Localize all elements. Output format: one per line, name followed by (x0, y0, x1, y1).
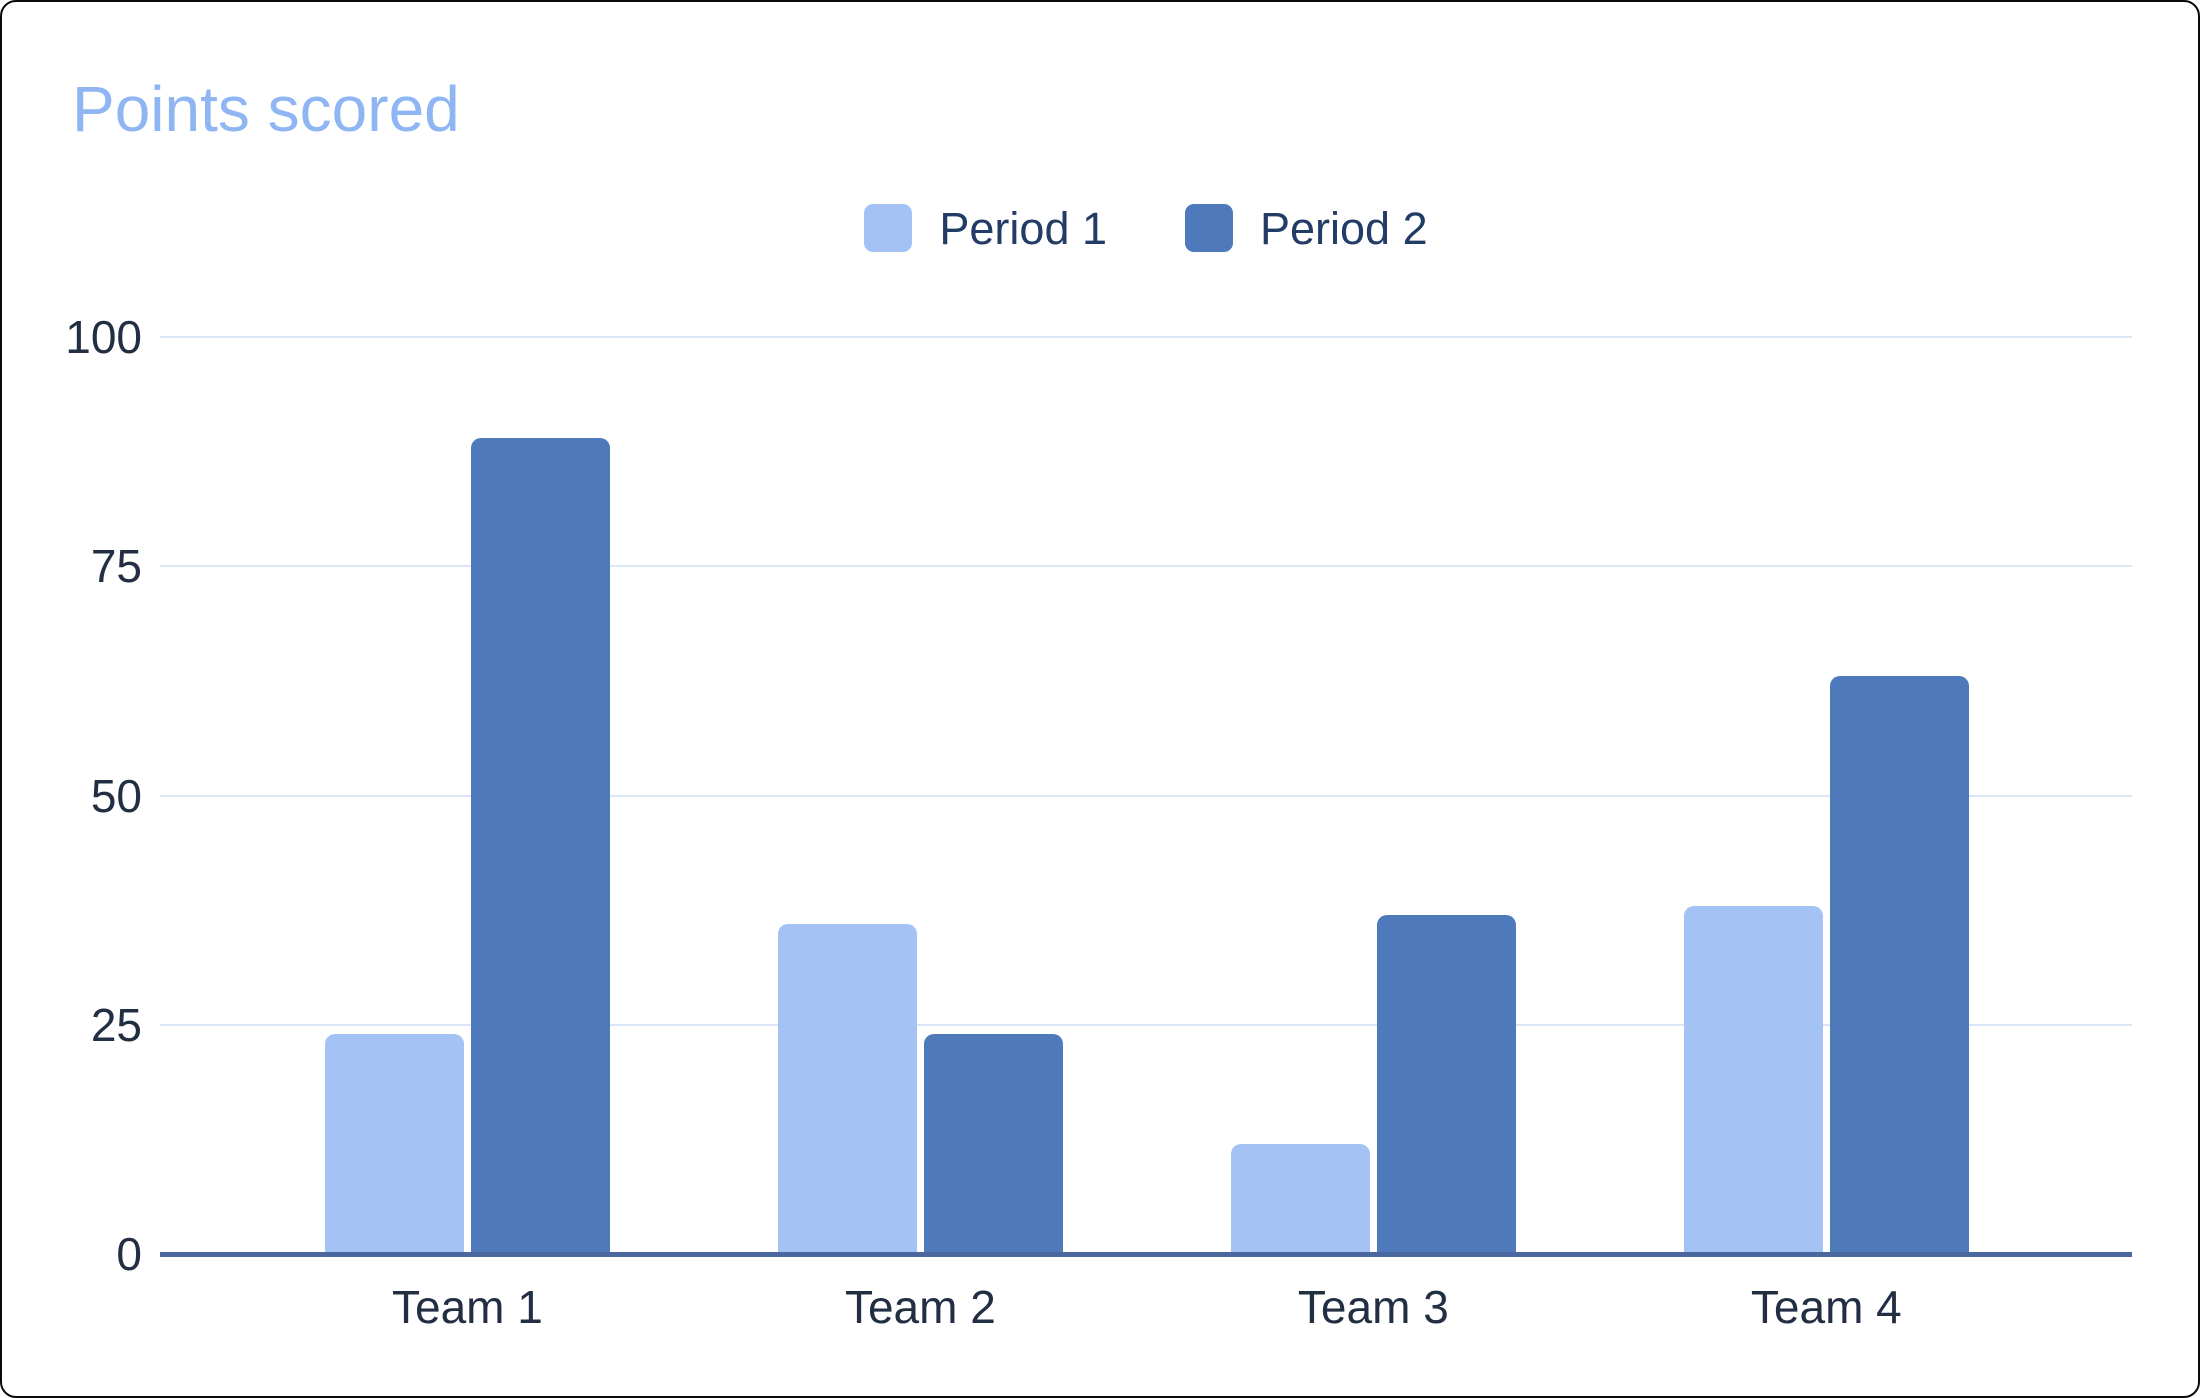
chart-title: Points scored (72, 73, 460, 145)
legend-item-period-2: Period 2 (1185, 204, 1428, 252)
gridline-50 (160, 794, 2132, 797)
x-axis-label-team-4: Team 4 (1750, 1281, 1902, 1333)
bar-team-4-period-2 (1829, 676, 1969, 1254)
x-axis-label-team-3: Team 3 (1297, 1281, 1449, 1333)
gridline-75 (160, 565, 2132, 568)
x-axis-label-team-2: Team 2 (844, 1281, 996, 1333)
bar-team-3-period-1 (1230, 1143, 1370, 1254)
bar-team-4-period-1 (1683, 905, 1823, 1254)
y-axis-label-75: 75 (90, 540, 142, 593)
legend-label-period-1: Period 1 (939, 202, 1107, 254)
bar-team-3-period-2 (1376, 914, 1516, 1254)
x-baseline (160, 1252, 2132, 1257)
legend-swatch-period-1 (864, 204, 913, 252)
plot-area (160, 336, 2132, 1257)
bar-team-2-period-1 (777, 923, 917, 1254)
gridline-100 (160, 336, 2132, 338)
legend-item-period-1: Period 1 (864, 204, 1107, 252)
bar-team-2-period-2 (923, 1033, 1063, 1254)
legend: Period 1 Period 2 (160, 202, 2132, 254)
y-axis-label-50: 50 (90, 769, 142, 822)
legend-swatch-period-2 (1185, 204, 1233, 252)
x-axis: Team 1 Team 2 Team 3 Team 4 (160, 1280, 2132, 1340)
y-axis-label-0: 0 (116, 1228, 142, 1280)
gridline-25 (160, 1023, 2132, 1026)
bar-team-1-period-1 (324, 1033, 464, 1254)
bar-team-1-period-2 (470, 437, 610, 1254)
legend-label-period-2: Period 2 (1260, 202, 1428, 254)
x-axis-label-team-1: Team 1 (391, 1281, 543, 1333)
y-axis-label-100: 100 (65, 311, 142, 363)
y-axis-label-25: 25 (90, 998, 142, 1051)
y-axis: 0 25 50 75 100 (2, 314, 142, 1277)
